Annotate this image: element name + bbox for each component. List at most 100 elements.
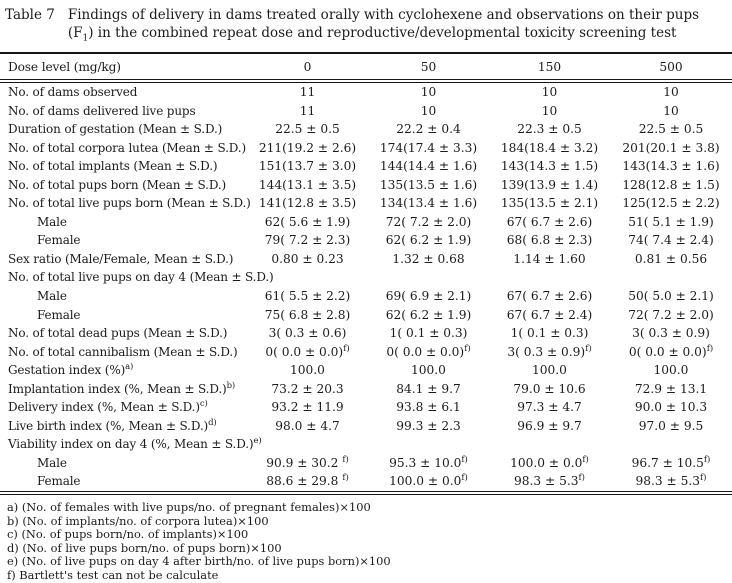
cell-value: 11 xyxy=(299,103,316,118)
cell-value: 69( 6.9 ± 2.1) xyxy=(385,289,472,304)
cell: 135(13.5 ± 1.6) xyxy=(368,176,489,195)
cell: 72( 7.2 ± 2.0) xyxy=(610,306,732,325)
cell: 141(12.8 ± 3.5) xyxy=(247,194,368,213)
cell: 125(12.5 ± 2.2) xyxy=(610,194,732,213)
table-row: Male 61( 5.5 ± 2.2) 69( 6.9 ± 2.1) 67( 6.7 … xyxy=(0,287,732,306)
row-label-text: No. of total corpora lutea (Mean ± S.D.) xyxy=(8,140,246,155)
cell: 151(13.7 ± 3.0) xyxy=(247,157,368,176)
cell: 1.14 ± 1.60 xyxy=(489,250,610,269)
table-row: Sex ratio (Male/Female, Mean ± S.D.) 0.80… xyxy=(0,250,732,269)
row-label: Gestation index (%)a) xyxy=(0,361,247,380)
cell: 211(19.2 ± 2.6) xyxy=(247,139,368,158)
footnote-marker: f) xyxy=(706,343,714,354)
cell: 100.0 ± 0.0f) xyxy=(489,454,610,473)
row-label: Female xyxy=(0,472,247,495)
table-row: No. of total implants (Mean ± S.D.) 151(1… xyxy=(0,157,732,176)
row-label-text: Female xyxy=(37,233,81,248)
footnote-marker: d) xyxy=(208,417,217,428)
footnote-line: a) (No. of females with live pups/no. of… xyxy=(7,500,371,515)
cell: 100.0 ± 0.0f) xyxy=(368,472,489,495)
footnotes: a) (No. of females with live pups/no. of… xyxy=(0,495,732,583)
row-label: Female xyxy=(0,231,247,250)
row-label-text: No. of total live pups on day 4 (Mean ± … xyxy=(8,270,274,285)
cell: 100.0 xyxy=(368,361,489,380)
cell: 67( 6.7 ± 2.6) xyxy=(489,213,610,232)
caption-text-part2: ) in the combined repeat dose and reprod… xyxy=(88,24,677,41)
table-row: Female 88.6 ± 29.8 f) 100.0 ± 0.0f) 98.3 ± … xyxy=(0,472,732,495)
dose-column-header-150: 150 xyxy=(489,53,610,83)
cell: 135(13.5 ± 2.1) xyxy=(489,194,610,213)
cell-value: 11 xyxy=(299,85,316,99)
cell-value: 67( 6.7 ± 2.6) xyxy=(506,214,593,229)
cell-value: 97.3 ± 4.7 xyxy=(517,400,582,415)
cell-value: 100.0 xyxy=(290,363,325,378)
table-row: No. of dams observed 11 10 10 10 xyxy=(0,81,732,102)
cell-value: 1.14 ± 1.60 xyxy=(513,251,586,266)
table-row: No. of total cannibalism (Mean ± S.D.) 0(… xyxy=(0,343,732,362)
row-label-text: Male xyxy=(37,214,67,229)
cell: 62( 6.2 ± 1.9) xyxy=(368,231,489,250)
cell-value: 184(18.4 ± 3.2) xyxy=(500,140,599,155)
footnote-line: f) Bartlett's test can not be calculate xyxy=(7,568,219,582)
cell-value: 100.0 xyxy=(411,363,446,378)
cell: 74( 7.4 ± 2.4) xyxy=(610,231,732,250)
cell: 96.9 ± 9.7 xyxy=(489,417,610,436)
cell-value: 100.0 ± 0.0 xyxy=(510,455,583,470)
cell: 0( 0.0 ± 0.0)f) xyxy=(247,343,368,362)
cell-value: 73.2 ± 20.3 xyxy=(271,381,344,396)
row-label: Male xyxy=(0,213,247,232)
cell-value: 10 xyxy=(663,85,679,99)
cell-value: 135(13.5 ± 1.6) xyxy=(379,177,478,192)
cell-value: 96.9 ± 9.7 xyxy=(517,418,582,433)
cell-value: 62( 6.2 ± 1.9) xyxy=(385,233,472,248)
cell-value: 125(12.5 ± 2.2) xyxy=(622,196,720,211)
cell: 0.81 ± 0.56 xyxy=(610,250,732,269)
cell: 0.80 ± 0.23 xyxy=(247,250,368,269)
cell: 67( 6.7 ± 2.6) xyxy=(489,287,610,306)
row-label: Implantation index (%, Mean ± S.D.)b) xyxy=(0,380,247,399)
cell-value: 174(17.4 ± 3.3) xyxy=(379,140,478,155)
table-row: No. of total corpora lutea (Mean ± S.D.)… xyxy=(0,139,732,158)
cell: 93.8 ± 6.1 xyxy=(368,398,489,417)
cell-value: 22.2 ± 0.4 xyxy=(396,122,461,137)
cell: 143(14.3 ± 1.6) xyxy=(610,157,732,176)
table-row: Viability index on day 4 (%, Mean ± S.D.… xyxy=(0,435,732,454)
cell: 174(17.4 ± 3.3) xyxy=(368,139,489,158)
cell-value: 98.0 ± 4.7 xyxy=(275,418,340,433)
cell-value: 211(19.2 ± 2.6) xyxy=(258,140,357,155)
findings-table: Dose level (mg/kg) 0 50 150 500 No. of d… xyxy=(0,52,732,495)
cell: 98.3 ± 5.3f) xyxy=(610,472,732,495)
cell-value: 72( 7.2 ± 2.0) xyxy=(385,214,472,229)
cell-value: 10 xyxy=(663,103,679,118)
cell: 1( 0.1 ± 0.3) xyxy=(489,324,610,343)
cell-value: 10 xyxy=(541,103,558,118)
dose-column-header-500: 500 xyxy=(610,53,732,83)
row-label: No. of total implants (Mean ± S.D.) xyxy=(0,157,247,176)
cell: 3( 0.3 ± 0.6) xyxy=(247,324,368,343)
cell-value: 22.5 ± 0.5 xyxy=(638,122,704,137)
caption-text-part1: Findings of delivery in dams treated ora… xyxy=(67,7,700,41)
row-label-text: Female xyxy=(37,307,81,322)
cell-value: 74( 7.4 ± 2.4) xyxy=(628,233,714,248)
cell-value: 10 xyxy=(420,103,437,118)
cell-value: 96.7 ± 10.5 xyxy=(631,455,704,470)
cell: 98.3 ± 5.3f) xyxy=(489,472,610,495)
cell: 144(13.1 ± 3.5) xyxy=(247,176,368,195)
cell: 144(14.4 ± 1.6) xyxy=(368,157,489,176)
table-row: Male 90.9 ± 30.2 f) 95.3 ± 10.0f) 100.0 ± 0… xyxy=(0,454,732,473)
table-row: Gestation index (%)a) 100.0 100.0 100.0 100.… xyxy=(0,361,732,380)
cell: 90.9 ± 30.2 f) xyxy=(247,454,368,473)
cell-value: 61( 5.5 ± 2.2) xyxy=(264,289,351,304)
row-label-text: Implantation index (%, Mean ± S.D.) xyxy=(8,381,227,396)
cell-value: 93.2 ± 11.9 xyxy=(271,400,344,415)
dose-column-header-50: 50 xyxy=(368,53,489,83)
cell: 100.0 xyxy=(489,361,610,380)
cell-value: 79.0 ± 10.6 xyxy=(513,381,586,396)
cell-value: 128(12.8 ± 1.5) xyxy=(622,177,720,192)
row-label: Sex ratio (Male/Female, Mean ± S.D.) xyxy=(0,250,247,269)
footnote-line: d) (No. of live pups born/no. of pups bo… xyxy=(7,540,282,555)
cell-value: 22.3 ± 0.5 xyxy=(517,122,582,137)
cell: 22.5 ± 0.5 xyxy=(247,120,368,139)
row-label-text: No. of total implants (Mean ± S.D.) xyxy=(8,159,218,174)
cell: 128(12.8 ± 1.5) xyxy=(610,176,732,195)
